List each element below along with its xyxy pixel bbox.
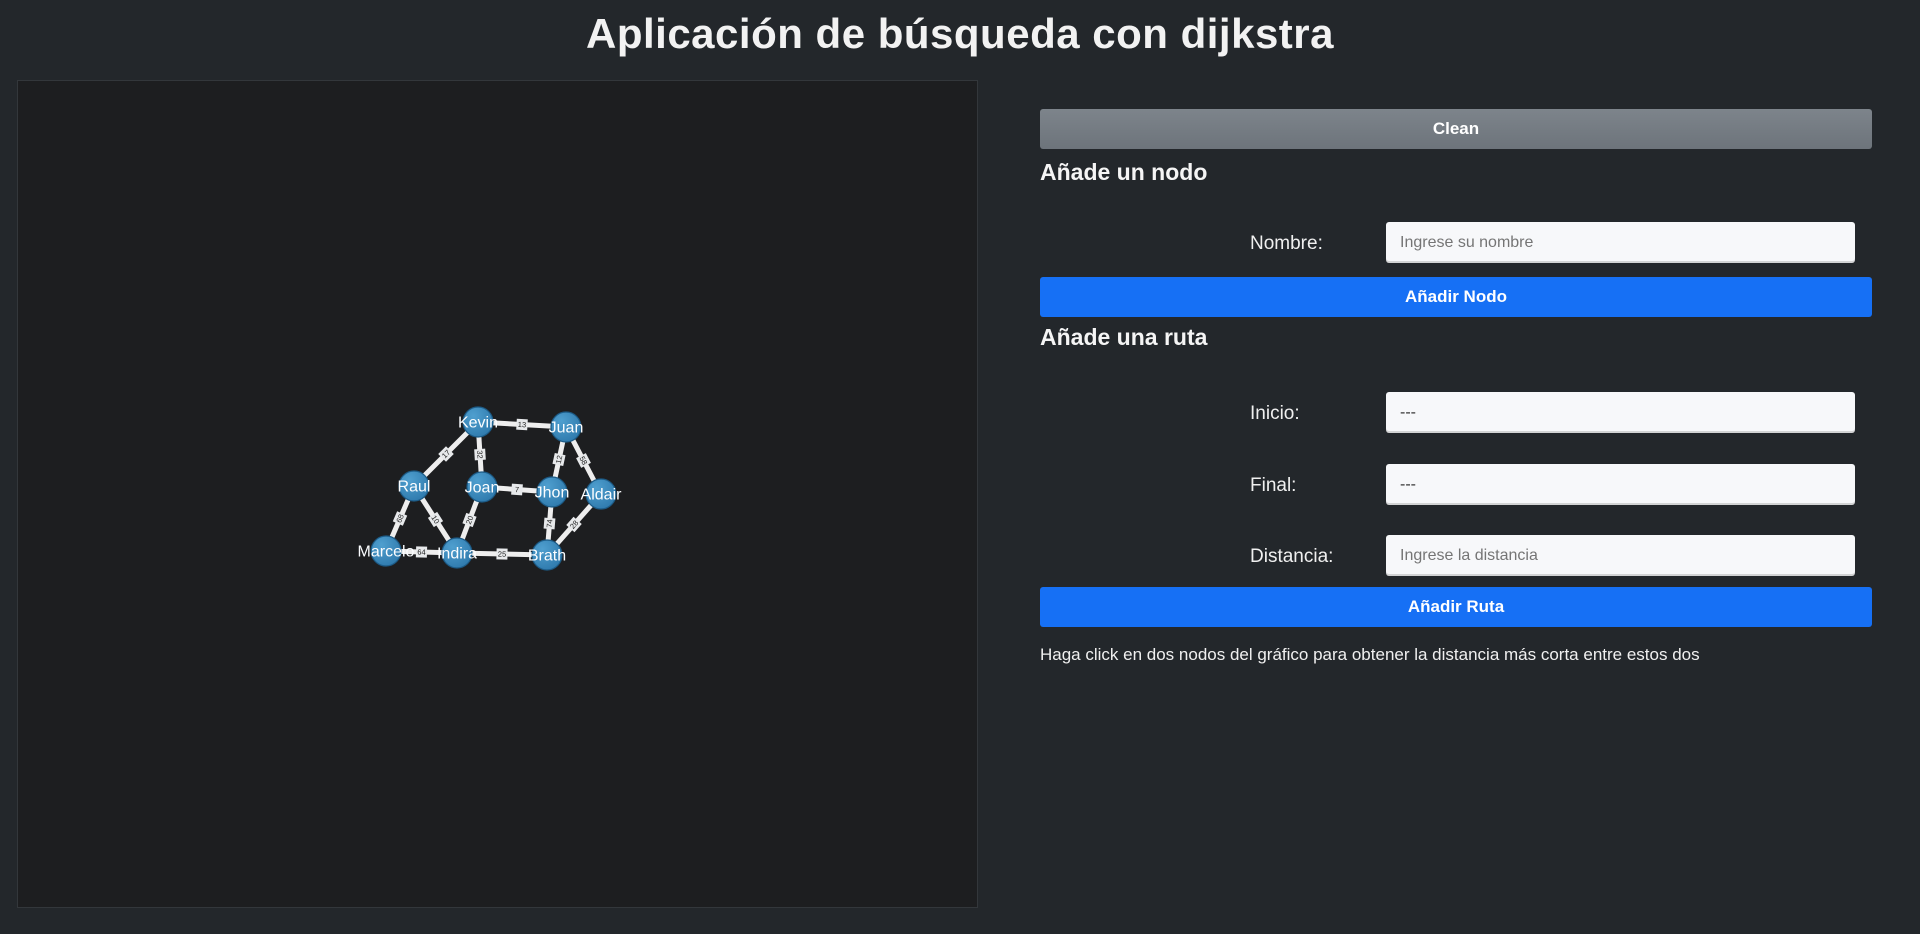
svg-text:64: 64 bbox=[417, 547, 426, 556]
svg-text:Marcelo: Marcelo bbox=[358, 544, 415, 561]
svg-text:Jhon: Jhon bbox=[535, 485, 570, 502]
svg-text:Joan: Joan bbox=[465, 480, 500, 497]
svg-text:Aldair: Aldair bbox=[581, 487, 623, 504]
svg-text:74: 74 bbox=[545, 519, 555, 528]
svg-text:25: 25 bbox=[498, 550, 507, 559]
svg-text:Juan: Juan bbox=[549, 420, 584, 437]
svg-text:Brath: Brath bbox=[528, 548, 566, 565]
svg-text:Kevin: Kevin bbox=[458, 415, 498, 432]
svg-text:13: 13 bbox=[518, 420, 527, 429]
svg-text:Indira: Indira bbox=[437, 546, 477, 563]
svg-text:32: 32 bbox=[475, 450, 484, 459]
svg-text:Raul: Raul bbox=[398, 479, 431, 496]
svg-text:7: 7 bbox=[515, 485, 520, 494]
